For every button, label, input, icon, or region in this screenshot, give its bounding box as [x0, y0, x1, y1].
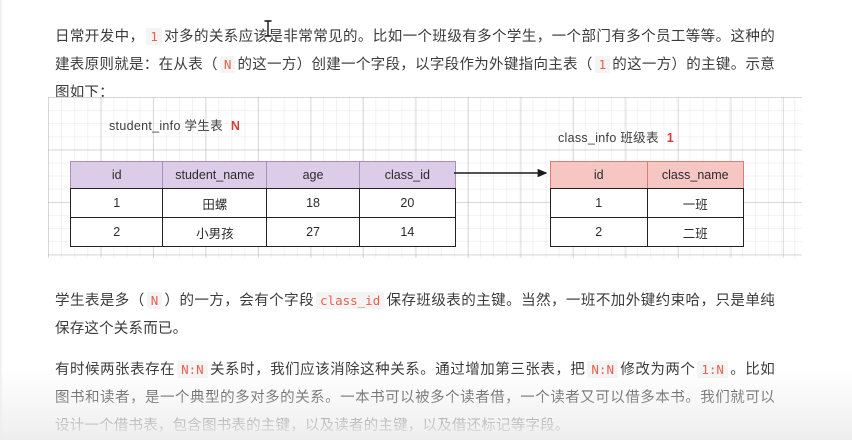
paragraph-two-text-2: ）的一方，会有个字段 — [164, 292, 315, 309]
inline-code-class-id: class_id — [316, 291, 385, 309]
er-diagram: student_info 学生表 N class_info 班级表 1 id stu… — [48, 97, 802, 258]
paragraph-three-text-2: 关系时，我们应该消除这种关系。通过增加第三张表，把 — [209, 361, 586, 378]
inline-code-one-b: 1 — [594, 55, 611, 73]
student-info-table: id student_name age class_id 1 田螺 18 20 … — [69, 161, 457, 247]
student-table-header-row: id student_name age class_id — [69, 161, 457, 189]
paragraph-one-text-3: 的这一方）创建一个字段，以字段作为外键指向主表（ — [237, 56, 593, 73]
class-table-title: class_info 班级表 1 — [558, 127, 674, 146]
class-table-header-row: id class_name — [550, 161, 744, 189]
class-table-title-text: class_info 班级表 — [558, 131, 659, 145]
student-col-class-id: class_id — [358, 161, 457, 189]
student-table-title-text: student_info 学生表 — [109, 119, 223, 133]
class-cell-id: 2 — [550, 217, 648, 247]
paragraph-one-text-4: 的这一方）的主键。示意图如下： — [55, 56, 775, 101]
paragraph-two-text-1: 学生表是多（ — [55, 292, 145, 309]
inline-code-1n: 1:N — [697, 360, 728, 378]
class-cell-name: 一班 — [646, 188, 744, 218]
paragraph-three-text-1: 有时候两张表存在 — [55, 361, 176, 378]
student-cell-class-id: 14 — [358, 217, 457, 247]
student-cell-name: 小男孩 — [162, 217, 268, 247]
student-cell-age: 27 — [266, 217, 360, 247]
student-cell-age: 18 — [266, 188, 360, 218]
page-left-edge — [0, 0, 3, 440]
student-cell-name: 田螺 — [162, 188, 268, 218]
student-table-cardinality: N — [230, 119, 241, 133]
paragraph-one-text-2: 对多的关系应该是非常常见的。比如一个班级有多个学生，一个部门有多个员工等等。这种… — [55, 28, 775, 73]
paragraph-two: 学生表是多（ N ）的一方，会有个字段 class_id 保存班级表的主键。当然，一班不… — [55, 287, 775, 343]
paragraph-one-text-1: 日常开发中， — [55, 28, 145, 45]
class-cell-name: 二班 — [646, 217, 744, 247]
class-cell-id: 1 — [550, 188, 648, 218]
inline-code-nn-b: N:N — [587, 360, 618, 378]
student-table-title: student_info 学生表 N — [109, 115, 240, 134]
inline-code-nn: N:N — [177, 360, 208, 378]
table-row: 1 一班 — [550, 188, 744, 218]
student-cell-class-id: 20 — [358, 188, 457, 218]
inline-code-n-b: N — [146, 291, 163, 309]
inline-code-one: 1 — [146, 27, 162, 45]
paragraph-two-text-3: 保存班级表的主键。当然，一班不加外键约束哈，只是单纯保存这个关系而已。 — [55, 292, 776, 337]
student-cell-id: 2 — [69, 217, 164, 247]
inline-code-n: N — [219, 55, 236, 73]
paragraph-three-text-3: 修改为两个 — [619, 361, 696, 378]
foreign-key-arrow-icon — [454, 168, 548, 178]
class-col-id: id — [550, 161, 648, 189]
student-cell-id: 1 — [69, 188, 164, 218]
table-row: 2 小男孩 27 14 — [69, 217, 457, 247]
student-col-id: id — [69, 161, 164, 189]
student-col-student-name: student_name — [162, 161, 268, 189]
table-row: 1 田螺 18 20 — [69, 188, 457, 218]
class-table-cardinality: 1 — [666, 131, 675, 145]
class-info-table: id class_name 1 一班 2 二班 — [550, 161, 744, 247]
class-col-class-name: class_name — [646, 161, 744, 189]
paragraph-one: 日常开发中， 1 对多的关系应该是非常常见的。比如一个班级有多个学生，一个部门有多个… — [55, 23, 775, 107]
student-col-age: age — [266, 161, 360, 189]
table-row: 2 二班 — [550, 217, 744, 247]
paragraph-three: 有时候两张表存在 N:N 关系时，我们应该消除这种关系。通过增加第三张表，把 N:N 修… — [55, 356, 775, 440]
